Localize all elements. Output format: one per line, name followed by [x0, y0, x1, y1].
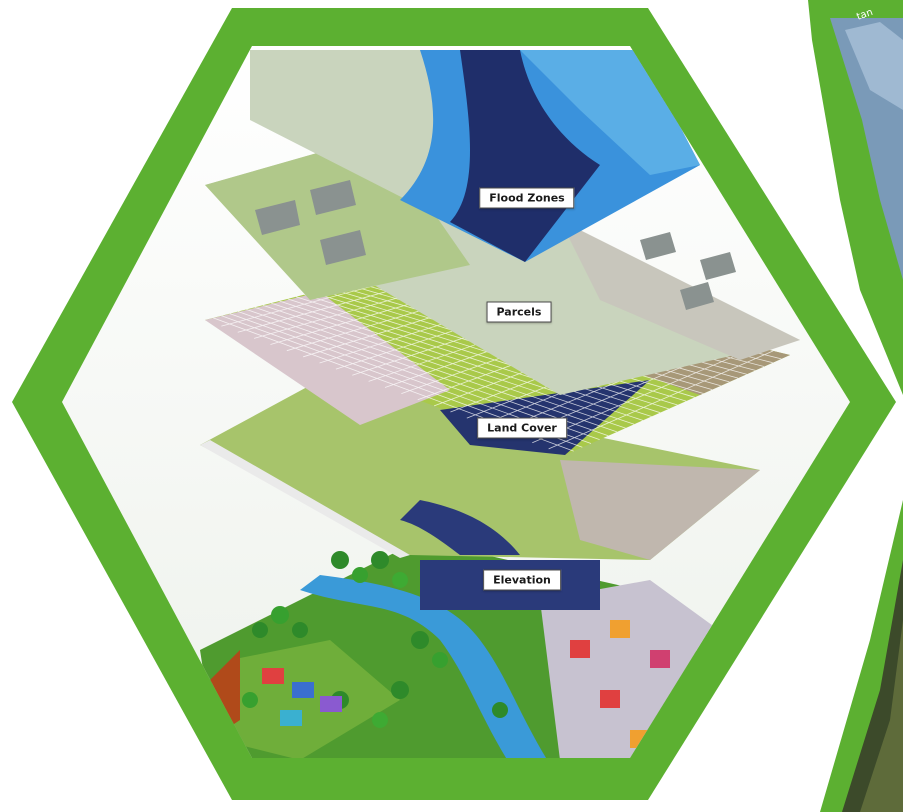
- trees: [242, 551, 508, 728]
- right-inset-hexagon: tan: [808, 0, 903, 812]
- landcover-urban: [560, 460, 760, 560]
- flood-channel-dark: [450, 50, 600, 262]
- label-land-cover: Land Cover: [477, 417, 567, 439]
- label-elevation: Elevation: [483, 569, 561, 591]
- river: [300, 575, 560, 758]
- right-inset-text: tan: [855, 7, 874, 23]
- landcover-water: [400, 500, 520, 555]
- floodzones-layer: [250, 50, 700, 262]
- parcels-pink-zone: [205, 292, 450, 425]
- right-inset-photo-detail: [860, 620, 903, 812]
- right-inset-map-region: [845, 22, 903, 110]
- label-flood-zones: Flood Zones: [479, 187, 575, 209]
- label-parcels: Parcels: [486, 301, 552, 323]
- landcover-layer: [200, 380, 760, 560]
- parcels-sheet: [205, 135, 800, 395]
- landcover-edge: [200, 440, 410, 558]
- houses: [262, 620, 700, 748]
